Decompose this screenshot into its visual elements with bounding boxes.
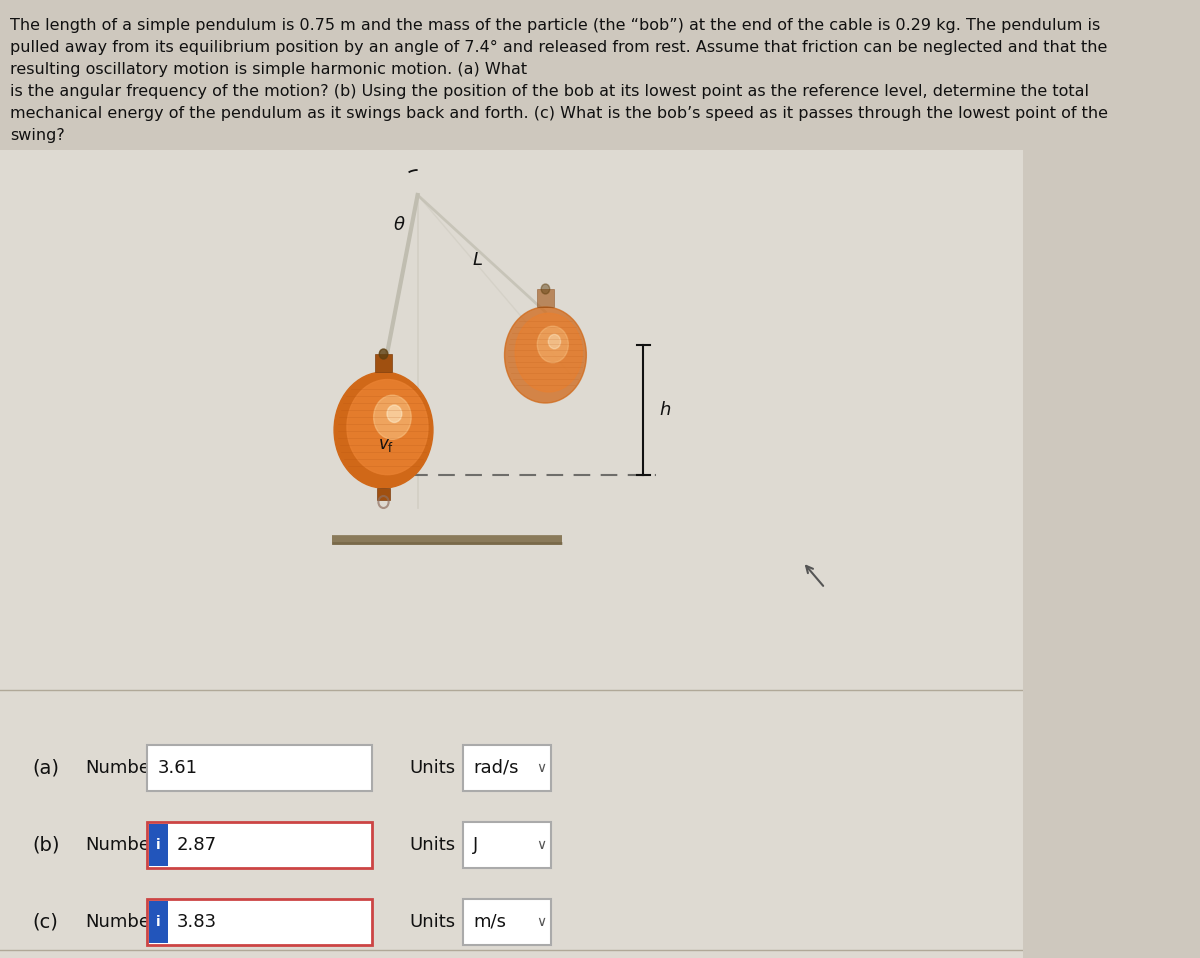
FancyBboxPatch shape bbox=[148, 899, 372, 945]
Text: Units: Units bbox=[409, 759, 455, 777]
Text: ∨: ∨ bbox=[536, 761, 546, 775]
Circle shape bbox=[386, 405, 402, 422]
Circle shape bbox=[538, 327, 569, 363]
Text: The length of a simple pendulum is 0.75 m and the mass of the particle (the “bob: The length of a simple pendulum is 0.75 … bbox=[11, 18, 1100, 33]
Text: rad/s: rad/s bbox=[473, 759, 518, 777]
Text: Number: Number bbox=[85, 913, 157, 931]
FancyBboxPatch shape bbox=[536, 289, 554, 307]
FancyBboxPatch shape bbox=[463, 899, 552, 945]
Circle shape bbox=[379, 349, 388, 359]
Circle shape bbox=[373, 396, 412, 440]
Circle shape bbox=[541, 284, 550, 294]
FancyBboxPatch shape bbox=[148, 745, 372, 791]
Circle shape bbox=[504, 307, 587, 403]
FancyBboxPatch shape bbox=[463, 822, 552, 868]
Circle shape bbox=[548, 334, 560, 349]
Text: resulting oscillatory motion is simple harmonic motion. (a) What: resulting oscillatory motion is simple h… bbox=[11, 62, 527, 77]
Text: Number: Number bbox=[85, 759, 157, 777]
Text: m/s: m/s bbox=[473, 913, 506, 931]
Text: mechanical energy of the pendulum as it swings back and forth. (c) What is the b: mechanical energy of the pendulum as it … bbox=[11, 106, 1109, 121]
Text: (c): (c) bbox=[32, 913, 59, 931]
Circle shape bbox=[334, 372, 433, 488]
Text: 3.61: 3.61 bbox=[157, 759, 198, 777]
Text: ∨: ∨ bbox=[536, 838, 546, 852]
FancyBboxPatch shape bbox=[374, 354, 392, 372]
Text: i: i bbox=[156, 838, 161, 852]
Text: is the angular frequency of the motion? (b) Using the position of the bob at its: is the angular frequency of the motion? … bbox=[11, 84, 1090, 99]
FancyBboxPatch shape bbox=[463, 745, 552, 791]
Text: (b): (b) bbox=[32, 835, 60, 855]
Text: i: i bbox=[156, 915, 161, 929]
FancyBboxPatch shape bbox=[0, 690, 1022, 958]
Text: $\theta$: $\theta$ bbox=[392, 216, 406, 234]
Text: swing?: swing? bbox=[11, 128, 65, 143]
Circle shape bbox=[347, 379, 428, 474]
Text: Units: Units bbox=[409, 836, 455, 854]
FancyBboxPatch shape bbox=[0, 150, 1022, 690]
Text: Number: Number bbox=[85, 836, 157, 854]
Text: $h$: $h$ bbox=[659, 401, 671, 419]
Text: 2.87: 2.87 bbox=[176, 836, 216, 854]
Text: $v_{\rm f}$: $v_{\rm f}$ bbox=[378, 436, 395, 454]
Text: (a): (a) bbox=[32, 759, 59, 778]
Text: J: J bbox=[473, 836, 479, 854]
Text: pulled away from its equilibrium position by an angle of 7.4° and released from : pulled away from its equilibrium positio… bbox=[11, 40, 1108, 55]
FancyBboxPatch shape bbox=[149, 824, 168, 866]
FancyBboxPatch shape bbox=[149, 901, 168, 943]
FancyBboxPatch shape bbox=[148, 822, 372, 868]
Text: 3.83: 3.83 bbox=[176, 913, 216, 931]
Text: Units: Units bbox=[409, 913, 455, 931]
Circle shape bbox=[515, 313, 582, 392]
Text: $L$: $L$ bbox=[472, 251, 482, 269]
Text: ∨: ∨ bbox=[536, 915, 546, 929]
FancyBboxPatch shape bbox=[377, 488, 390, 500]
